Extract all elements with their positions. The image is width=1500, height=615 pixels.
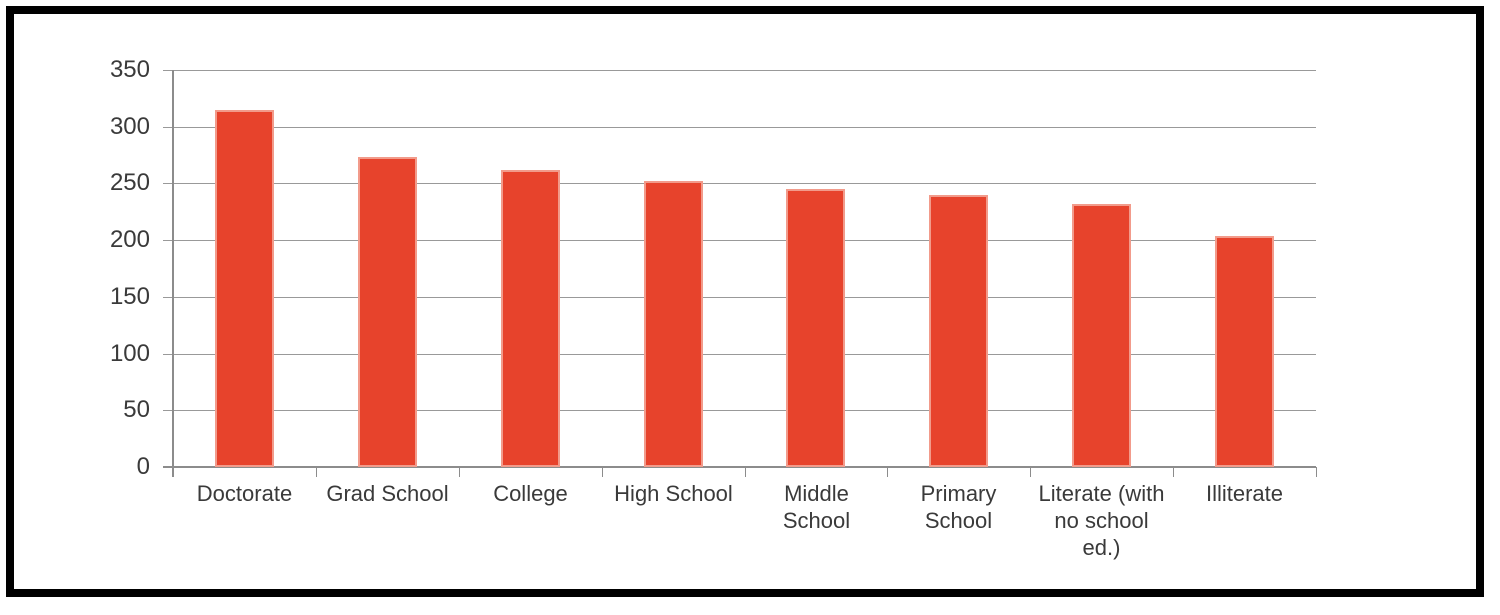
gridline [163, 70, 1316, 71]
gridline [163, 410, 1316, 412]
x-axis-category-label: College [493, 481, 568, 506]
x-axis-tick [602, 467, 603, 477]
bar-middle-school [786, 189, 845, 467]
bar-illiterate [1215, 236, 1274, 467]
x-axis-line [163, 466, 1316, 468]
y-axis-tick-label: 300 [109, 112, 150, 140]
x-axis-tick [1030, 467, 1031, 477]
y-axis-tick-label: 50 [123, 396, 150, 424]
x-axis-category-label: Grad School [326, 481, 449, 506]
bar-primary-school [929, 195, 988, 467]
x-axis-tick [887, 467, 888, 477]
x-axis-category-label: High School [614, 481, 733, 506]
x-axis-category-label: Middle School [782, 481, 851, 533]
gridline [163, 296, 1316, 298]
x-axis-tick [1316, 467, 1317, 477]
y-axis-tick-label: 100 [109, 339, 150, 367]
bar-literate-with-no-school-ed [1072, 204, 1131, 467]
x-axis-tick [1173, 467, 1174, 477]
x-axis-category-label: Illiterate [1205, 481, 1284, 506]
x-axis-tick [459, 467, 460, 477]
gridline [163, 353, 1316, 355]
x-axis-tick [316, 467, 317, 477]
bar-college [501, 170, 560, 467]
gridline [163, 240, 1316, 242]
gridline [163, 183, 1316, 185]
y-axis-tick-label: 250 [109, 169, 150, 197]
y-axis-line [172, 70, 174, 477]
y-axis-tick-label: 200 [109, 226, 150, 254]
gridline [163, 126, 1316, 128]
bar-grad-school [358, 157, 417, 467]
x-axis-tick [745, 467, 746, 477]
y-axis-tick-label: 350 [109, 56, 150, 83]
y-axis-tick-label: 0 [136, 453, 150, 480]
y-axis-tick-label: 150 [109, 282, 150, 310]
x-axis-tick [173, 467, 174, 477]
x-axis-category-label: Primary School [920, 481, 997, 533]
x-axis-category-label: Literate (with no school ed.) [1038, 481, 1165, 560]
bar-doctorate [215, 110, 274, 467]
x-axis-category-label: Doctorate [196, 481, 293, 506]
bar-high-school [644, 181, 703, 467]
